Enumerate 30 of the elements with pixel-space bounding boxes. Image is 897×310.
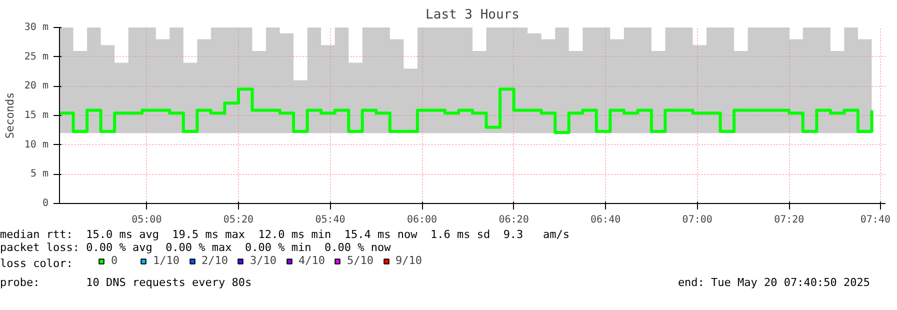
legend-title: loss color:	[0, 257, 73, 270]
legend-label: 5/10	[347, 254, 374, 267]
y-tick-label: 30 m	[24, 22, 49, 33]
text: end: Tue May 20 07:40:50 2025	[678, 276, 870, 289]
legend-label: 3/10	[250, 254, 276, 267]
text: median rtt: 15.0 ms avg 19.5 ms max 12.0 ms min 15.4 ms now 1.6 ms sd 9.3 am/s	[0, 228, 570, 241]
text: packet loss: 0.00 % avg 0.00 % max 0.00 % min 0.00 % now	[0, 241, 391, 254]
y-tick-label: 10 m	[24, 139, 49, 150]
text: probe: 10 DNS requests every 80s	[0, 276, 252, 289]
y-tick-label: 0	[42, 198, 49, 209]
x-tick-label: 05:00	[132, 214, 162, 226]
x-tick-label: 07:00	[682, 214, 712, 226]
legend-label: 9/10	[396, 254, 422, 267]
y-tick-label: 20 m	[24, 80, 49, 92]
x-tick-label: 06:40	[590, 214, 621, 226]
x-tick-label: 06:00	[406, 214, 438, 226]
y-axis-title: Seconds	[3, 92, 16, 139]
y-tick-label: 15 m	[24, 110, 49, 121]
x-tick-label: 07:40	[860, 214, 891, 226]
x-tick-label: 07:20	[774, 214, 804, 226]
x-tick-label: 06:20	[498, 214, 529, 226]
y-tick-label: 25 m	[24, 51, 49, 62]
y-tick-label: 5 m	[30, 168, 48, 180]
x-tick-label: 05:20	[223, 214, 254, 226]
legend-label: 4/10	[298, 254, 325, 267]
legend-label: 0	[111, 254, 119, 267]
legend-label: 2/10	[202, 254, 228, 267]
legend-label: 1/10	[153, 254, 180, 267]
x-tick-label: 05:40	[315, 214, 346, 226]
chart-title: Last 3 Hours	[426, 8, 520, 22]
